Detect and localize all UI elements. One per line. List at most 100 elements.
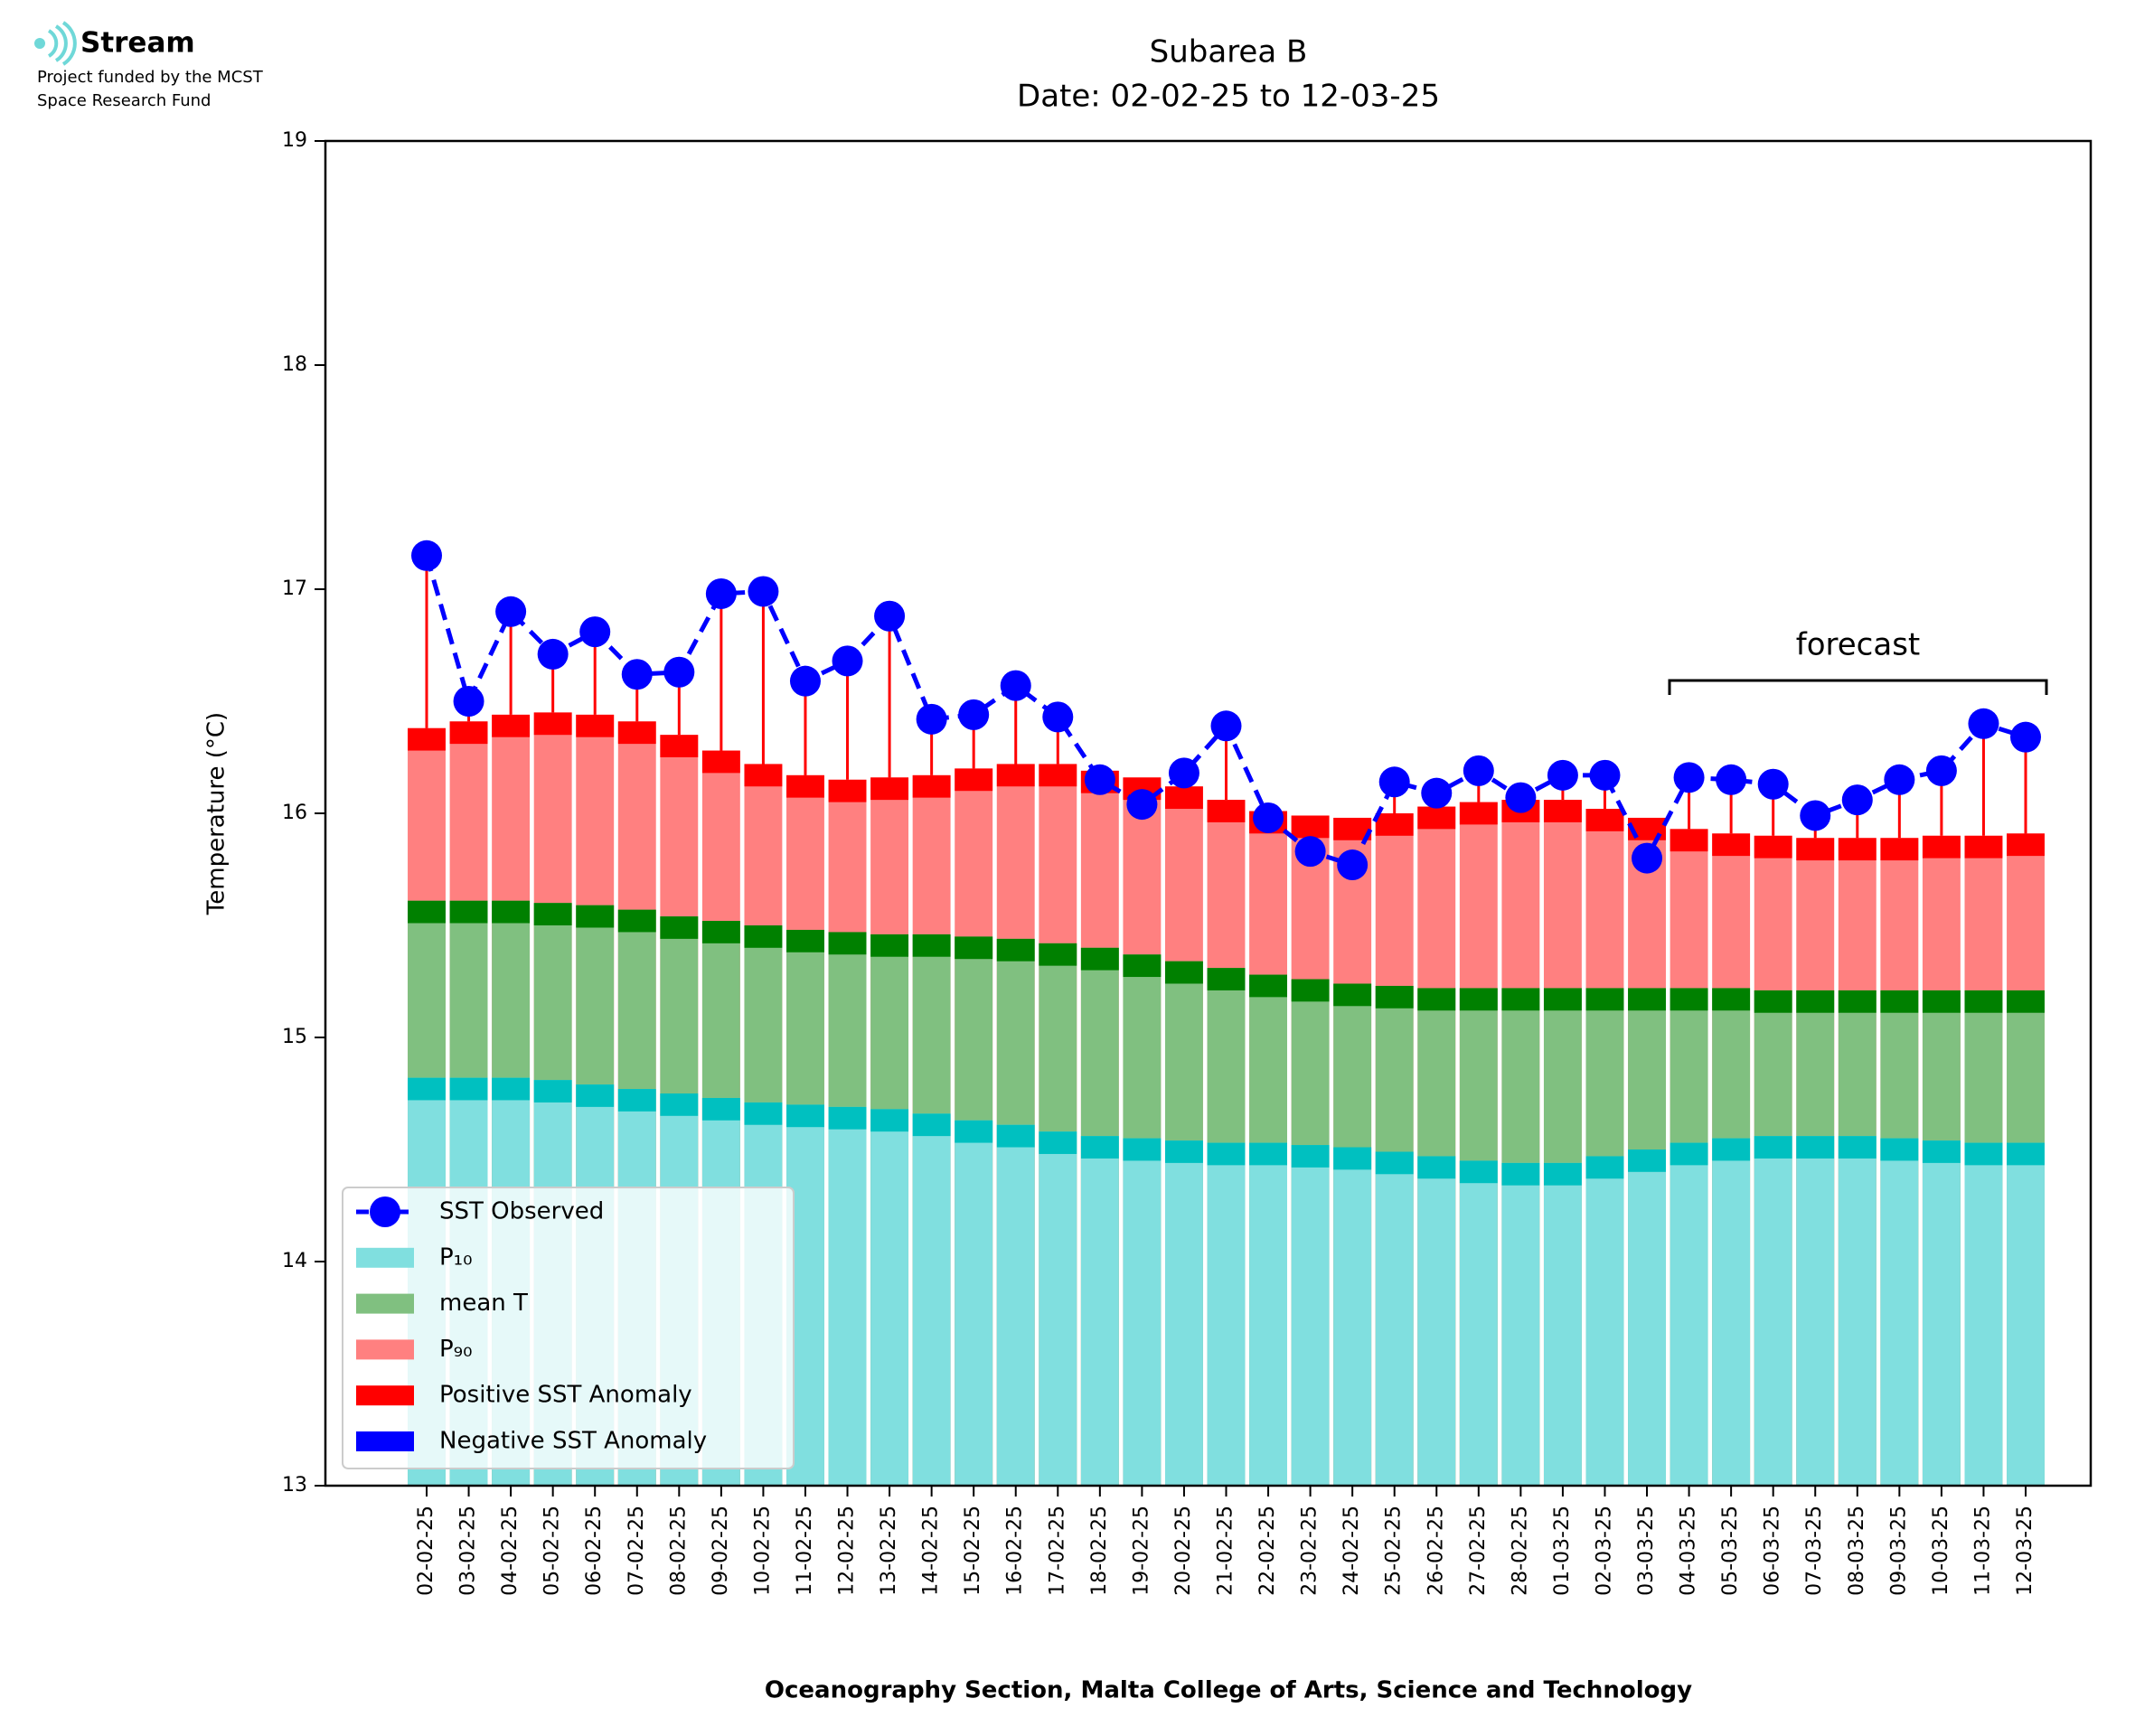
x-tick-label: 09-02-25 bbox=[710, 1506, 732, 1596]
bar bbox=[828, 1106, 867, 1486]
bar-band bbox=[1712, 988, 1751, 1011]
x-tick-label: 12-03-25 bbox=[2014, 1506, 2036, 1596]
sst-marker bbox=[1589, 759, 1621, 791]
legend-box bbox=[342, 1187, 795, 1469]
bar-band bbox=[828, 932, 867, 955]
x-tick-label: 20-02-25 bbox=[1172, 1506, 1195, 1596]
bar bbox=[1754, 1136, 1792, 1486]
bar-band bbox=[996, 938, 1035, 962]
bar-band bbox=[1501, 988, 1540, 1011]
bar bbox=[1333, 1147, 1372, 1486]
x-tick-label: 02-03-25 bbox=[1593, 1506, 1615, 1596]
bar bbox=[1375, 1151, 1414, 1486]
bar-band bbox=[1628, 988, 1666, 1011]
x-tick-label: 19-02-25 bbox=[1130, 1506, 1152, 1596]
bar bbox=[1922, 1140, 1961, 1486]
bar bbox=[912, 1113, 951, 1486]
sst-marker bbox=[1925, 755, 1957, 786]
bar bbox=[1249, 1142, 1288, 1486]
bar bbox=[870, 1109, 909, 1486]
bar-band bbox=[1543, 1162, 1582, 1186]
bar-band bbox=[828, 779, 867, 802]
sst-marker bbox=[874, 600, 906, 632]
bar-band bbox=[1333, 1147, 1372, 1170]
bar-band bbox=[576, 714, 615, 737]
bar bbox=[1459, 1160, 1498, 1486]
bar-band bbox=[1922, 990, 1961, 1013]
bar bbox=[955, 1120, 993, 1486]
bar-band bbox=[870, 934, 909, 957]
sst-marker bbox=[1673, 762, 1705, 793]
bar bbox=[1417, 1156, 1456, 1486]
x-tick-label: 18-02-25 bbox=[1088, 1506, 1111, 1596]
annotation: forecast bbox=[1796, 627, 1921, 663]
bar-band bbox=[1080, 947, 1119, 971]
bar bbox=[1207, 1142, 1246, 1486]
bar-band bbox=[1164, 786, 1203, 810]
sst-marker bbox=[1378, 766, 1410, 798]
x-tick-label: 25-02-25 bbox=[1383, 1506, 1406, 1596]
bar-band bbox=[533, 1080, 572, 1103]
bar bbox=[1501, 1162, 1540, 1486]
sst-marker bbox=[621, 659, 653, 690]
bar bbox=[1080, 1136, 1119, 1486]
bar bbox=[1964, 1142, 2003, 1486]
bar-band bbox=[1838, 838, 1877, 861]
x-tick-label: 04-03-25 bbox=[1678, 1506, 1700, 1596]
bar-band bbox=[744, 1102, 783, 1125]
bar-band bbox=[1501, 1162, 1540, 1186]
sst-marker bbox=[2010, 721, 2041, 753]
sst-marker bbox=[1253, 802, 1284, 833]
sst-marker bbox=[789, 665, 821, 697]
sst-marker bbox=[579, 616, 611, 648]
x-tick-label: 03-02-25 bbox=[457, 1506, 480, 1596]
bar-band bbox=[1585, 809, 1624, 831]
bar-band bbox=[576, 905, 615, 928]
bar-band bbox=[533, 903, 572, 925]
x-tick-label: 12-02-25 bbox=[836, 1506, 859, 1596]
legend-swatch bbox=[356, 1247, 414, 1268]
bar-band bbox=[1543, 800, 1582, 822]
sst-marker bbox=[1168, 757, 1199, 789]
sst-marker bbox=[958, 699, 990, 730]
logo-line: Space Research Fund bbox=[37, 91, 211, 110]
y-axis-label: Temperature (°C) bbox=[203, 712, 230, 915]
bar-band bbox=[1796, 990, 1835, 1013]
bar bbox=[1628, 1150, 1666, 1486]
bar-band bbox=[1459, 1160, 1498, 1184]
legend-label: SST Observed bbox=[439, 1198, 604, 1225]
bar-band bbox=[1964, 990, 2003, 1013]
bar bbox=[1291, 1145, 1330, 1486]
bar-band bbox=[1123, 954, 1162, 978]
sst-marker bbox=[495, 596, 527, 627]
bar-band bbox=[1459, 802, 1498, 825]
sst-marker bbox=[1463, 755, 1494, 786]
bar-band bbox=[1039, 943, 1077, 966]
bar-band bbox=[2007, 833, 2045, 857]
bar-band bbox=[1670, 988, 1708, 1011]
bar-band bbox=[1164, 1140, 1203, 1163]
bar-band bbox=[1291, 979, 1330, 1002]
y-tick-label: 19 bbox=[282, 129, 307, 152]
x-tick-label: 04-02-25 bbox=[499, 1506, 522, 1596]
bar-band bbox=[786, 774, 824, 798]
sst-marker bbox=[1505, 782, 1537, 813]
y-tick-label: 14 bbox=[282, 1250, 307, 1272]
bar-band bbox=[701, 1097, 740, 1121]
bar-band bbox=[912, 934, 951, 957]
bar-band bbox=[955, 768, 993, 792]
sst-marker bbox=[1084, 764, 1115, 795]
x-tick-label: 09-03-25 bbox=[1887, 1506, 1910, 1596]
bar bbox=[1585, 1156, 1624, 1486]
bar-band bbox=[617, 909, 656, 933]
bar-band bbox=[1123, 1138, 1162, 1161]
sst-marker bbox=[453, 686, 484, 717]
bar-band bbox=[617, 1089, 656, 1112]
x-tick-label: 11-03-25 bbox=[1971, 1506, 1994, 1596]
x-tick-label: 06-03-25 bbox=[1762, 1506, 1784, 1596]
sst-marker bbox=[1716, 764, 1747, 795]
chart-title: Date: 02-02-25 to 12-03-25 bbox=[1017, 79, 1440, 115]
bar-band bbox=[1880, 1138, 1919, 1161]
bar-band bbox=[1207, 968, 1246, 990]
bar-band bbox=[617, 721, 656, 745]
